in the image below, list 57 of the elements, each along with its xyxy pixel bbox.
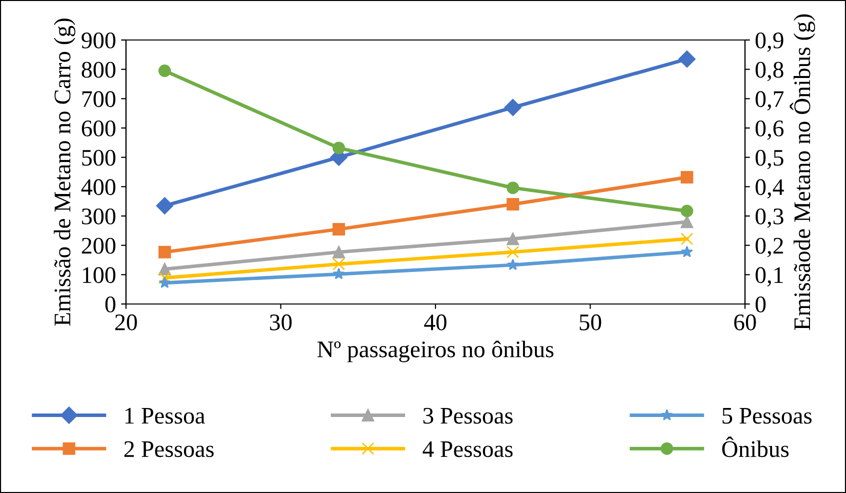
point [506,182,520,194]
y2-tick-label: 0,8 [756,62,784,82]
x-tick-label: 30 [270,314,292,330]
y2-tick-label: 0,6 [756,120,784,140]
point [506,198,520,211]
y2-tick-label: 0,1 [756,267,783,286]
point [680,216,694,228]
y2-tick-label: 0,4 [756,179,784,198]
y-tick-label: 700 [82,91,116,108]
point [156,197,174,214]
y-axis-title: Emissão de Metano no Carro (g) [54,18,76,326]
y-tick-label: 200 [82,238,116,254]
y2-tick-label: 0,2 [756,238,783,258]
point [332,258,346,270]
y2-tick-label: 0,5 [756,150,784,170]
point [158,272,171,284]
x-tick-label: 50 [580,314,602,330]
point [332,246,346,258]
point [680,204,694,218]
point [680,171,694,184]
point [678,50,696,68]
legend-label: 1 Pessoa [125,408,205,424]
point [332,268,345,280]
point [332,222,346,236]
y2-tick-label: 0 [756,296,766,312]
legend-label: Ônibus [722,436,789,458]
point [506,246,520,258]
y-tick-label: 800 [82,62,116,78]
y-tick-label: 0 [105,296,116,312]
y2-tick-label: 0,7 [756,91,784,110]
y2-axis-title: Emissãode Metano no Ônibus (g) [790,14,816,330]
x-tick-label: 60 [734,314,756,330]
y-tick-label: 600 [82,120,116,136]
x-axis-title: Nº passageiros no ônibus [317,340,554,362]
x-tick-label: 20 [115,314,137,330]
y-tick-label: 500 [82,150,116,166]
point [504,98,522,116]
y-tick-label: 900 [82,32,116,48]
point [158,262,171,276]
y-tick-label: 400 [81,179,116,196]
legend-label: 5 Pessoas [722,408,812,424]
point [680,246,693,258]
legend-label: 3 Pessoas [423,408,513,424]
x-tick-label: 40 [424,314,446,330]
y2-tick-label: 0,9 [756,32,784,52]
point [158,276,171,288]
point [158,246,171,258]
y-tick-label: 300 [82,208,116,224]
y-tick-label: 100 [82,267,116,284]
point [680,232,694,246]
legend-label: 2 Pessoas [124,441,214,458]
point [332,142,346,154]
legend-label: 4 Pessoas [422,441,513,458]
y2-tick-label: 0,3 [756,208,784,228]
point [158,64,171,78]
point [506,258,519,270]
point [506,232,520,246]
